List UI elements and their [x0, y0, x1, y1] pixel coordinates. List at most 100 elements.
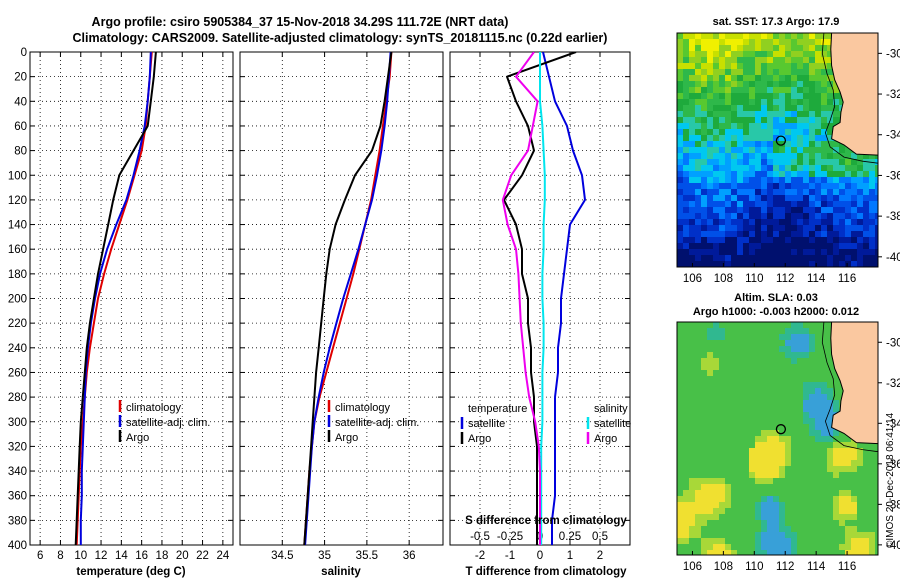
- map-cell: [857, 237, 863, 243]
- map-cell: [845, 261, 851, 267]
- map-cell: [797, 328, 803, 334]
- legend-label-climatology: climatology: [126, 402, 182, 414]
- map-cell: [701, 328, 707, 334]
- map-cell: [845, 249, 851, 255]
- map-cell: [863, 249, 869, 255]
- map-cell: [701, 135, 707, 141]
- map-cell: [785, 412, 791, 418]
- map-cell: [737, 508, 743, 514]
- map-cell: [701, 141, 707, 147]
- map-cell: [689, 129, 695, 135]
- map-cell: [845, 496, 851, 502]
- land: [830, 322, 878, 445]
- map-cell: [779, 520, 785, 526]
- map-cell: [809, 532, 815, 538]
- map-cell: [827, 201, 833, 207]
- map-cell: [815, 177, 821, 183]
- map-cell: [809, 412, 815, 418]
- map-cell: [827, 111, 833, 117]
- map-cell: [689, 93, 695, 99]
- map-cell: [749, 394, 755, 400]
- map-cell: [713, 400, 719, 406]
- map-cell: [779, 388, 785, 394]
- map-cell: [713, 69, 719, 75]
- map-x-tick-label: 114: [807, 273, 826, 285]
- map-cell: [725, 328, 731, 334]
- map-cell: [755, 201, 761, 207]
- map-cell: [833, 436, 839, 442]
- map-cell: [677, 93, 683, 99]
- map-cell: [683, 406, 689, 412]
- map-cell: [845, 177, 851, 183]
- map-cell: [821, 442, 827, 448]
- map-cell: [851, 219, 857, 225]
- map-cell: [725, 237, 731, 243]
- map-cell: [839, 147, 845, 153]
- map-cell: [839, 478, 845, 484]
- map-cell: [689, 526, 695, 532]
- profile-marker: [775, 135, 787, 146]
- map-cell: [809, 334, 815, 340]
- plot-frame: [29, 51, 234, 546]
- map-cell: [833, 189, 839, 195]
- map-cell: [809, 418, 815, 424]
- map-cell: [785, 99, 791, 105]
- map-cell: [719, 388, 725, 394]
- map-cell: [773, 370, 779, 376]
- map-cell: [803, 544, 809, 550]
- legend-label-argo: Argo: [335, 432, 358, 444]
- map-cell: [725, 436, 731, 442]
- map-cell: [683, 436, 689, 442]
- map-cell: [683, 430, 689, 436]
- map-cell: [845, 147, 851, 153]
- map-cell: [821, 514, 827, 520]
- map-cell: [737, 496, 743, 502]
- map-cell: [821, 502, 827, 508]
- map-cell: [689, 57, 695, 63]
- map-cell: [797, 159, 803, 165]
- map-cell: [785, 33, 791, 39]
- map-cell: [797, 141, 803, 147]
- map-cell: [857, 153, 863, 159]
- map-cell: [683, 39, 689, 45]
- map-cell: [701, 45, 707, 51]
- map-cell: [839, 496, 845, 502]
- map-cell: [809, 93, 815, 99]
- map-cell: [707, 496, 713, 502]
- map-cell: [791, 334, 797, 340]
- map-cell: [743, 412, 749, 418]
- map-cell: [821, 99, 827, 105]
- map-cell: [743, 394, 749, 400]
- map-cell: [743, 484, 749, 490]
- map-cell: [725, 75, 731, 81]
- map-cell: [755, 69, 761, 75]
- y-tick-label: 380: [8, 515, 27, 527]
- map-cell: [839, 502, 845, 508]
- map-cell: [869, 243, 875, 249]
- map-cell: [683, 514, 689, 520]
- map-cell: [839, 514, 845, 520]
- map-cell: [749, 538, 755, 544]
- map-cell: [743, 207, 749, 213]
- map-cell: [785, 430, 791, 436]
- map-cell: [803, 129, 809, 135]
- map-cell: [773, 496, 779, 502]
- map-cell: [695, 346, 701, 352]
- map-cell: [857, 165, 863, 171]
- map-cell: [821, 111, 827, 117]
- x-tick-label: 16: [135, 550, 148, 562]
- map-cell: [689, 394, 695, 400]
- map-cell: [683, 63, 689, 69]
- map-cell: [833, 183, 839, 189]
- map-cell: [719, 490, 725, 496]
- map-cell: [695, 490, 701, 496]
- map-cell: [797, 382, 803, 388]
- map-cell: [761, 111, 767, 117]
- map-cell: [761, 117, 767, 123]
- map-cell: [857, 195, 863, 201]
- map-cell: [833, 508, 839, 514]
- map-cell: [749, 159, 755, 165]
- map-cell: [683, 135, 689, 141]
- map-cell: [767, 57, 773, 63]
- map-cell: [821, 532, 827, 538]
